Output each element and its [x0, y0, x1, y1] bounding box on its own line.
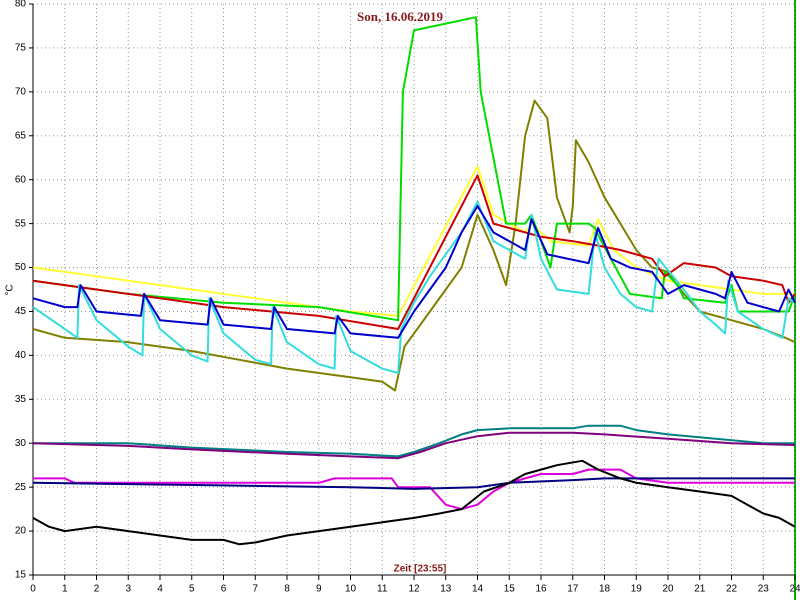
y-tick-label: 60	[15, 174, 27, 185]
x-tick-label: 20	[662, 584, 674, 595]
series-line	[33, 468, 795, 511]
x-tick-label: 5	[189, 584, 195, 595]
x-tick-label: 2	[94, 584, 100, 595]
x-tick-label: 24	[789, 584, 800, 595]
x-tick-label: 3	[125, 584, 131, 595]
series-line	[33, 424, 795, 458]
x-tick-label: 11	[377, 584, 388, 595]
x-tick-label: 8	[284, 584, 290, 595]
series-line	[32, 99, 796, 392]
series-line	[32, 477, 795, 490]
series-line	[32, 200, 796, 374]
x-tick-label: 13	[440, 584, 452, 595]
x-tick-label: 10	[345, 584, 357, 595]
x-tick-label: 19	[631, 584, 643, 595]
x-tick-label: 4	[157, 584, 163, 595]
x-tick-label: 1	[62, 584, 68, 595]
chart-title: Son, 16.06.2019	[357, 9, 443, 24]
x-tick-label: 18	[599, 584, 611, 595]
y-tick-label: 25	[15, 482, 27, 493]
series-line	[32, 16, 796, 322]
x-tick-label: 0	[30, 584, 36, 595]
y-tick-label: 70	[15, 86, 27, 97]
x-tick-label: 21	[694, 584, 706, 595]
y-tick-label: 15	[15, 570, 27, 581]
y-tick-label: 45	[15, 306, 27, 317]
y-tick-label: 65	[15, 130, 27, 141]
x-tick-label: 6	[221, 584, 227, 595]
y-axis-label: °C	[5, 284, 16, 295]
series-line	[32, 205, 796, 339]
series-line	[32, 459, 796, 546]
x-axis-label: Zeit [23:55]	[394, 564, 447, 575]
y-tick-label: 55	[15, 218, 27, 229]
y-tick-label: 75	[15, 43, 27, 54]
y-tick-label: 80	[15, 0, 27, 10]
y-tick-label: 50	[15, 262, 27, 273]
x-tick-label: 23	[758, 584, 770, 595]
x-tick-label: 16	[535, 584, 547, 595]
y-tick-label: 20	[15, 526, 27, 537]
x-tick-label: 7	[252, 584, 258, 595]
x-tick-label: 9	[316, 584, 322, 595]
x-tick-label: 15	[504, 584, 516, 595]
series-line	[32, 431, 796, 460]
x-tick-label: 14	[472, 584, 484, 595]
y-tick-label: 35	[15, 394, 27, 405]
x-tick-label: 22	[726, 584, 738, 595]
y-tick-label: 30	[15, 438, 27, 449]
y-tick-label: 40	[15, 350, 27, 361]
x-tick-label: 12	[408, 584, 420, 595]
x-tick-label: 17	[567, 584, 579, 595]
